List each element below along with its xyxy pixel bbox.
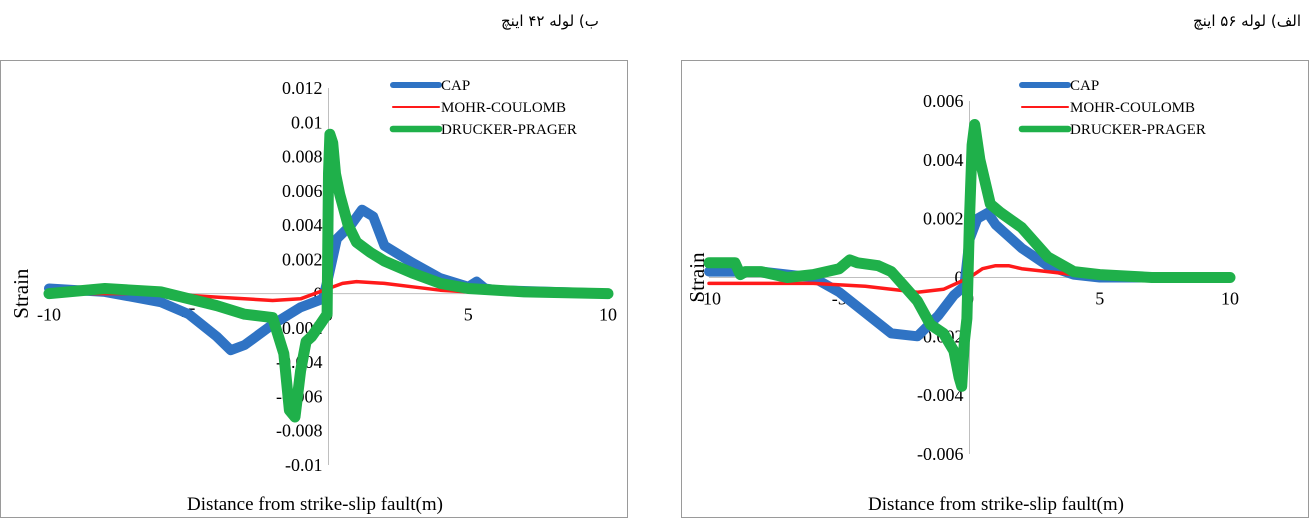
y-tick-label: 0.002 <box>282 249 323 269</box>
legend-label-mohr-coulomb: MOHR-COULOMB <box>1070 100 1195 116</box>
chart-panel-42-inch: 0.012 0.01 0.008 0.006 0.004 0.002 0 -0.002 -0.0… <box>0 60 628 518</box>
x-tick-label: 10 <box>1221 289 1239 309</box>
x-axis-title: Distance from strike-slip fault(m) <box>868 494 1124 515</box>
chart-panel-56-inch: 0.006 0.004 0.002 0 -0.002 -0.004 -0.006 -10 -5 0… <box>681 60 1309 518</box>
y-tick-label: 0.012 <box>282 78 323 98</box>
legend-label-cap: CAP <box>441 78 470 94</box>
x-tick-label: -10 <box>37 305 61 325</box>
x-tick-label: 5 <box>1095 289 1104 309</box>
y-tick-label: 0.01 <box>291 112 323 132</box>
y-tick-label: -0.006 <box>917 444 964 464</box>
y-tick-label: 0.002 <box>923 209 964 229</box>
caption-56-inch: الف) لوله ۵۶ اینچ <box>1193 12 1301 30</box>
strain-chart-42-inch: 0.0120.010.0080.0060.0040.0020-0.002-0.0… <box>1 61 629 519</box>
y-axis-title: Strain <box>9 268 33 319</box>
y-tick-label: 0.004 <box>923 150 964 170</box>
y-tick-label: 0.006 <box>282 181 323 201</box>
caption-42-inch: ب) لوله ۴۲ اینچ <box>501 12 599 30</box>
y-tick-label: 0.004 <box>282 215 323 235</box>
legend-label-drucker-prager: DRUCKER-PRAGER <box>1070 122 1206 138</box>
legend-label-cap: CAP <box>1070 78 1099 94</box>
legend-label-mohr-coulomb: MOHR-COULOMB <box>441 100 566 116</box>
x-axis-title: Distance from strike-slip fault(m) <box>187 494 443 515</box>
y-tick-label: 0.008 <box>282 147 323 167</box>
x-tick-label: 5 <box>464 305 473 325</box>
y-tick-label: -0.008 <box>276 421 323 441</box>
y-axis-title: Strain <box>685 252 709 303</box>
series-line-drucker-prager <box>709 125 1230 387</box>
y-tick-label: -0.004 <box>917 385 964 405</box>
legend-label-drucker-prager: DRUCKER-PRAGER <box>441 122 577 138</box>
x-tick-label: 10 <box>599 305 617 325</box>
y-tick-label: 0.006 <box>923 91 964 111</box>
y-tick-label: -0.01 <box>285 455 323 475</box>
